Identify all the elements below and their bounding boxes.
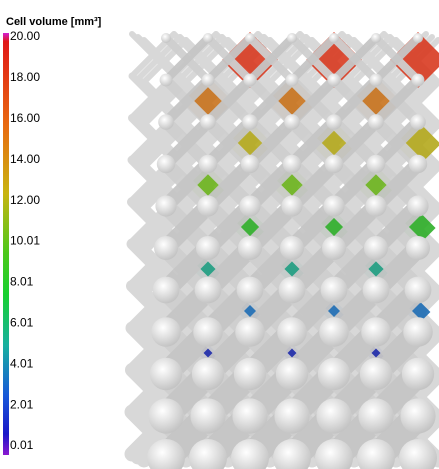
joint <box>402 358 434 390</box>
joint <box>361 317 391 347</box>
colorbar-tick-label: 16.00 <box>10 111 40 125</box>
joint <box>241 155 259 173</box>
joint <box>360 358 392 390</box>
colorbar-tick-label: 18.00 <box>10 70 40 84</box>
colorbar-ticks: 20.00 18.00 16.00 14.00 12.00 10.01 8.01 6.01 4.… <box>10 29 40 452</box>
joint <box>196 236 220 260</box>
joint <box>283 155 301 173</box>
joint <box>238 236 262 260</box>
joint <box>276 358 308 390</box>
joint <box>244 74 257 87</box>
joint <box>322 236 346 260</box>
joint <box>158 114 174 130</box>
joint <box>365 195 386 216</box>
joint <box>279 277 306 304</box>
joint <box>239 195 260 216</box>
joint <box>358 398 393 433</box>
joint <box>363 277 390 304</box>
page: Cell volume [mm³] 20.00 18.00 16.00 14.00 12… <box>0 0 439 469</box>
colorbar-tick-label: 12.00 <box>10 193 40 207</box>
colorbar-tick-label: 8.01 <box>10 275 34 289</box>
joint <box>368 114 384 130</box>
joint <box>153 277 180 304</box>
joint <box>323 195 344 216</box>
joint <box>277 317 307 347</box>
joint <box>325 155 343 173</box>
joint <box>316 398 351 433</box>
lattice-render <box>132 32 439 469</box>
joint <box>329 33 339 43</box>
joint <box>202 74 215 87</box>
joint <box>406 236 430 260</box>
joint <box>367 155 385 173</box>
joint <box>154 236 178 260</box>
joint <box>280 236 304 260</box>
joint <box>318 358 350 390</box>
joint <box>200 114 216 130</box>
joint <box>371 33 381 43</box>
joint <box>400 398 435 433</box>
joint <box>242 114 258 130</box>
joint <box>410 114 426 130</box>
joint <box>413 33 423 43</box>
colorbar-tick-label: 6.01 <box>10 315 34 329</box>
joint <box>234 358 266 390</box>
joint <box>405 277 432 304</box>
colorbar-tick-label: 0.01 <box>10 438 34 452</box>
colorbar <box>3 33 9 455</box>
joint <box>192 358 224 390</box>
joint <box>328 74 341 87</box>
joint <box>412 74 425 87</box>
joint <box>409 155 427 173</box>
colorbar-tick-label: 10.01 <box>10 234 40 248</box>
joint <box>245 33 255 43</box>
joint <box>364 236 388 260</box>
joint <box>190 398 225 433</box>
joint <box>151 317 181 347</box>
joint <box>407 195 428 216</box>
joint <box>326 114 342 130</box>
joint <box>286 74 299 87</box>
joint <box>274 398 309 433</box>
colorbar-tick-label: 20.00 <box>10 29 40 43</box>
joint <box>403 317 433 347</box>
joint <box>370 74 383 87</box>
joint <box>237 277 264 304</box>
joint <box>321 277 348 304</box>
joint <box>281 195 302 216</box>
joint <box>193 317 223 347</box>
joint <box>157 155 175 173</box>
joint <box>148 398 183 433</box>
viewport: Cell volume [mm³] 20.00 18.00 16.00 14.00 12… <box>0 0 439 469</box>
joint <box>155 195 176 216</box>
joint <box>284 114 300 130</box>
joint <box>161 33 171 43</box>
joint <box>319 317 349 347</box>
joint <box>232 398 267 433</box>
joint <box>287 33 297 43</box>
joint <box>235 317 265 347</box>
joint <box>150 358 182 390</box>
joint <box>160 74 173 87</box>
colorbar-tick-label: 2.01 <box>10 397 34 411</box>
joint <box>197 195 218 216</box>
colorbar-tick-label: 4.01 <box>10 356 34 370</box>
colorbar-title: Cell volume [mm³] <box>6 16 102 28</box>
joint <box>203 33 213 43</box>
joint <box>195 277 222 304</box>
colorbar-tick-label: 14.00 <box>10 152 40 166</box>
joint <box>199 155 217 173</box>
